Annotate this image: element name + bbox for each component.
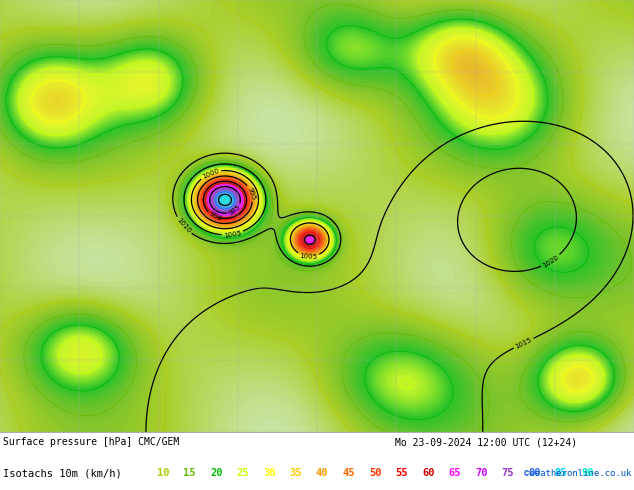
Text: 75: 75	[501, 468, 514, 478]
Text: 30: 30	[263, 468, 276, 478]
Text: 1000: 1000	[201, 167, 220, 180]
Text: 995: 995	[247, 186, 256, 200]
Text: ©weatheronline.co.uk: ©weatheronline.co.uk	[524, 469, 631, 478]
Text: 65: 65	[448, 468, 461, 478]
Text: 1015: 1015	[514, 337, 533, 350]
Text: 70: 70	[475, 468, 488, 478]
Text: 25: 25	[236, 468, 249, 478]
Text: 985: 985	[228, 203, 242, 217]
Text: 10: 10	[157, 468, 169, 478]
Text: 45: 45	[342, 468, 355, 478]
Text: 90: 90	[581, 468, 593, 478]
Text: 1005: 1005	[299, 253, 318, 260]
Text: 60: 60	[422, 468, 434, 478]
Text: 20: 20	[210, 468, 223, 478]
Text: 1005: 1005	[223, 230, 242, 239]
Text: 55: 55	[396, 468, 408, 478]
Text: 40: 40	[316, 468, 328, 478]
Text: 1010: 1010	[175, 217, 191, 235]
Text: 990: 990	[208, 211, 223, 222]
Text: 35: 35	[290, 468, 302, 478]
Text: Surface pressure [hPa] CMC/GEM: Surface pressure [hPa] CMC/GEM	[3, 437, 179, 447]
Text: 85: 85	[555, 468, 567, 478]
Text: 50: 50	[369, 468, 382, 478]
Text: 80: 80	[528, 468, 541, 478]
Text: Mo 23-09-2024 12:00 UTC (12+24): Mo 23-09-2024 12:00 UTC (12+24)	[395, 437, 577, 447]
Text: 15: 15	[183, 468, 196, 478]
Text: 1020: 1020	[541, 254, 560, 269]
Text: Isotachs 10m (km/h): Isotachs 10m (km/h)	[3, 468, 122, 478]
